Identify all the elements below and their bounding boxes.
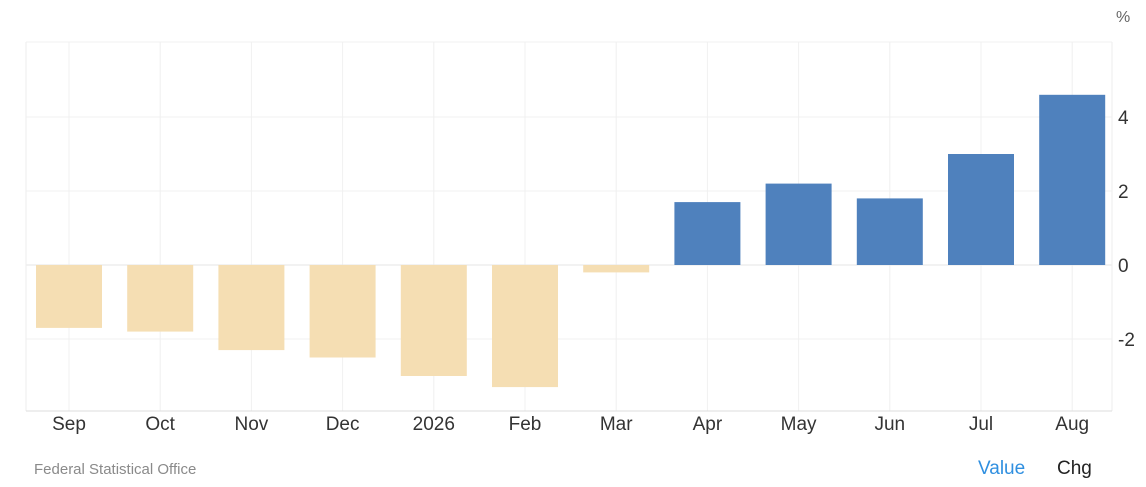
x-tick-label: Jun [874, 414, 905, 435]
x-tick-label: Aug [1055, 414, 1089, 435]
x-tick-label: Sep [52, 414, 86, 435]
value-toggle-button[interactable]: Value [978, 458, 1026, 479]
x-tick-label: May [781, 414, 817, 435]
x-tick-label: Nov [235, 414, 269, 435]
y-unit-label: % [1116, 9, 1130, 26]
x-tick-label: Jul [969, 414, 993, 435]
y-tick-label: 4 [1118, 108, 1129, 129]
bar [583, 265, 650, 273]
bar-chart: 4 2 0 -2% Sep Oct Nov Dec 2026 Feb Mar Apr May Jun Jul… [25, 9, 1135, 435]
bar [400, 265, 467, 376]
bar [765, 183, 832, 265]
bar [948, 154, 1014, 265]
bar [492, 265, 558, 388]
bar [309, 265, 376, 358]
bar [127, 265, 194, 332]
bar [674, 202, 741, 265]
source-attribution: Federal Statistical Office [34, 461, 197, 478]
y-tick-label: 2 [1118, 182, 1129, 203]
change-toggle-button[interactable]: Chg [1057, 458, 1092, 479]
x-tick-label: Feb [509, 414, 542, 435]
x-tick-label: Dec [326, 414, 360, 435]
bar [856, 198, 923, 265]
x-tick-label: 2026 [413, 414, 455, 435]
x-tick-label: Oct [145, 414, 175, 435]
y-tick-label: 0 [1118, 256, 1129, 277]
bar [1039, 94, 1106, 265]
bar [218, 265, 285, 351]
x-tick-label: Mar [600, 414, 633, 435]
bar [36, 265, 102, 328]
y-tick-label: -2 [1118, 330, 1135, 351]
x-tick-label: Apr [693, 414, 723, 435]
